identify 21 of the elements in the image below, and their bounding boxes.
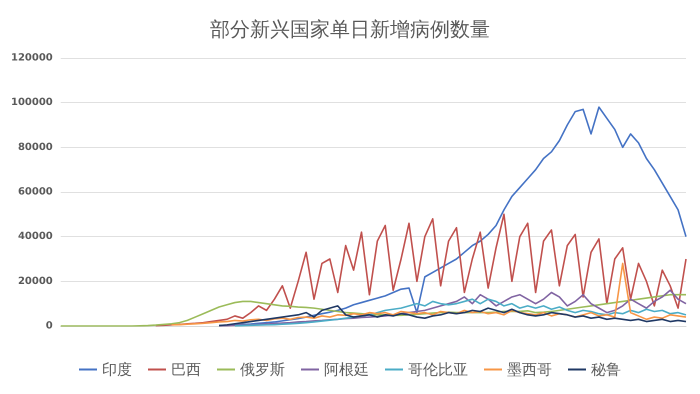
legend-label: 印度 bbox=[102, 360, 132, 378]
line-series bbox=[218, 289, 687, 327]
line-series bbox=[60, 294, 687, 327]
y-tick-label: 20000 bbox=[18, 276, 53, 287]
y-tick-label: 0 bbox=[46, 320, 53, 332]
legend-label: 阿根廷 bbox=[324, 360, 369, 378]
line-series bbox=[218, 305, 687, 326]
legend-label: 巴西 bbox=[171, 360, 201, 378]
line-series bbox=[170, 262, 687, 326]
y-tick-label: 60000 bbox=[18, 186, 53, 198]
y-tick-label: 100000 bbox=[11, 97, 53, 108]
y-tick-label: 40000 bbox=[18, 231, 53, 242]
y-tick-label: 80000 bbox=[18, 142, 53, 153]
chart-title: 部分新兴国家单日新增病例数量 bbox=[210, 17, 490, 41]
y-tick-label: 120000 bbox=[11, 52, 53, 64]
line-series bbox=[234, 298, 687, 327]
legend-label: 墨西哥 bbox=[507, 360, 552, 378]
line-series bbox=[154, 214, 687, 326]
legend-label: 俄罗斯 bbox=[240, 360, 285, 378]
legend-label: 秘鲁 bbox=[591, 360, 621, 378]
legend-label: 哥伦比亚 bbox=[408, 360, 468, 378]
